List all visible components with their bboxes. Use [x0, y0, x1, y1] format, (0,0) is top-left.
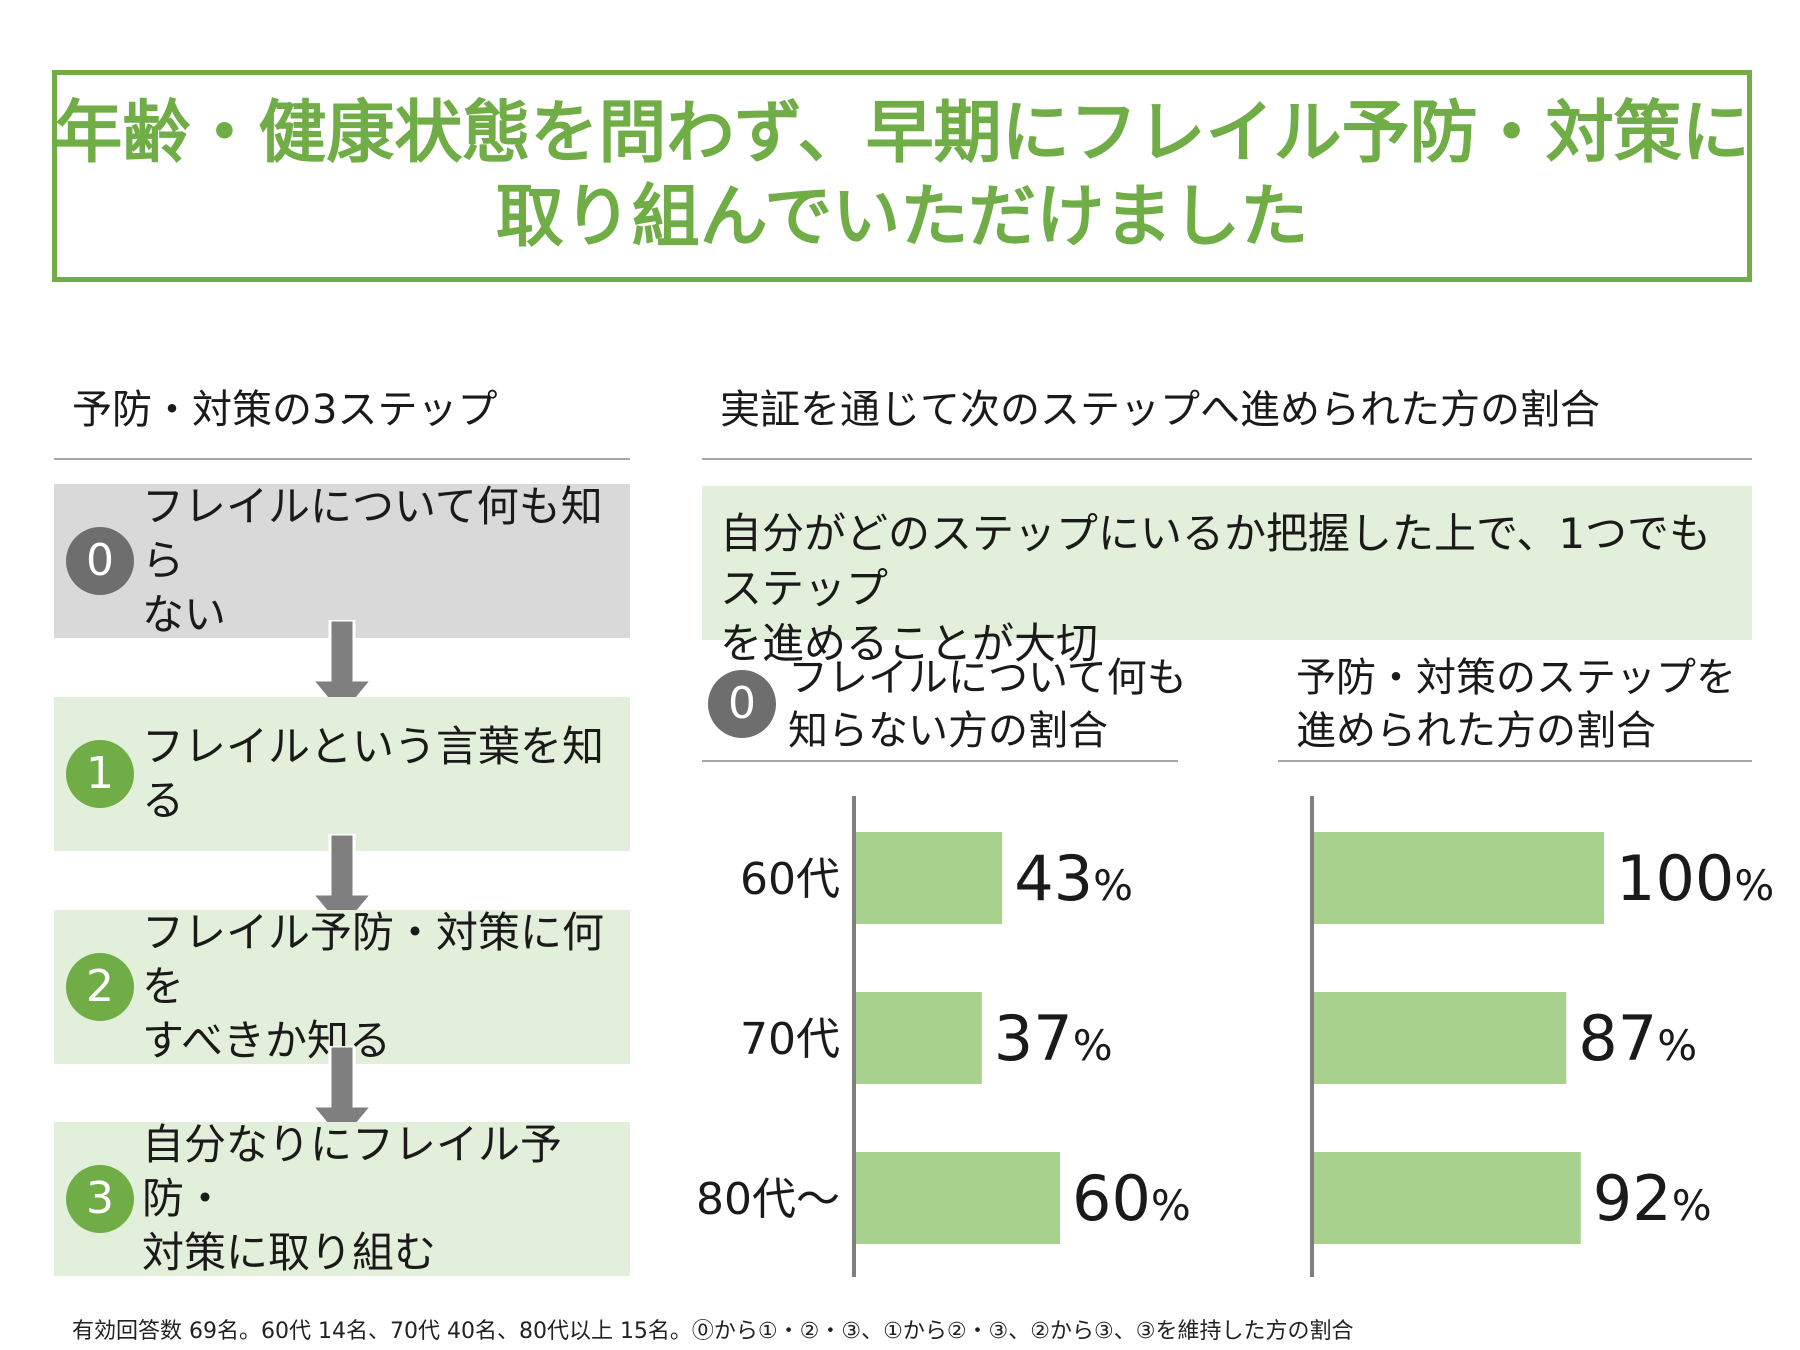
- chart-1-step-number: 0: [708, 670, 776, 738]
- chart-2-bar-1: [1314, 992, 1567, 1084]
- results-heading-rule: [702, 458, 1752, 460]
- step-3-number: 3: [66, 1165, 134, 1233]
- step-0-line-2: ない: [142, 590, 227, 639]
- headline-line-1: 年齢・健康状態を問わず、早期にフレイル予防・対策に: [54, 94, 1750, 173]
- chart-1-value-label-1: 37%: [994, 1002, 1113, 1075]
- steps-heading: 予防・対策の3ステップ: [72, 387, 498, 433]
- chart-2-title-line-1: 予防・対策のステップを: [1296, 655, 1736, 701]
- chart-1-category-label-1: 70代: [740, 1014, 840, 1065]
- step-0-box: 0 フレイルについて何も知ら ない: [54, 482, 630, 639]
- step-1-line-1: フレイルという言葉を知る: [142, 722, 605, 825]
- chart-1-bar-2: [856, 1152, 1060, 1244]
- chart-2-title-line-2: 進められた方の割合: [1296, 708, 1656, 754]
- chart-1-title-rule: [702, 760, 1178, 762]
- chart-1-category-label-0: 60代: [740, 854, 840, 905]
- step-3-text: 自分なりにフレイル予防・ 対策に取り組む: [142, 1118, 630, 1280]
- headline-box: 年齢・健康状態を問わず、早期にフレイル予防・対策に 取り組んでいただけました: [52, 70, 1752, 282]
- chart-1-bar-1: [856, 992, 982, 1084]
- chart-1-value-label-0: 43%: [1014, 842, 1133, 915]
- key-message-line-2: を進めることが大切: [720, 619, 1099, 668]
- steps-heading-rule: [54, 458, 630, 460]
- key-message-box: 自分がどのステップにいるか把握した上で、1つでもステップ を進めることが大切: [702, 486, 1752, 668]
- step-2-line-2: すべきか知る: [142, 1016, 392, 1065]
- chart-1-value-label-2: 60%: [1072, 1162, 1191, 1235]
- results-heading: 実証を通じて次のステップへ進められた方の割合: [720, 387, 1600, 433]
- chart-2-bar-2: [1314, 1152, 1581, 1244]
- chart-2-bar-0: [1314, 832, 1604, 924]
- step-1-text: フレイルという言葉を知る: [142, 720, 630, 828]
- step-2-text: フレイル予防・対策に何を すべきか知る: [142, 906, 630, 1068]
- chart-1-title-line-2: 知らない方の割合: [788, 708, 1108, 754]
- step-3-line-1: 自分なりにフレイル予防・: [142, 1120, 563, 1223]
- step-2-box: 2 フレイル予防・対策に何を すべきか知る: [54, 908, 630, 1065]
- chart-1-title-line-1: フレイルについて何も: [788, 655, 1187, 701]
- step-1-box: 1 フレイルという言葉を知る: [54, 697, 630, 851]
- chart-1-bar-0: [856, 832, 1003, 924]
- chart-2-value-label-2: 92%: [1593, 1162, 1712, 1235]
- chart-2-title-rule: [1278, 760, 1752, 762]
- step-0-number: 0: [66, 527, 134, 595]
- step-2-line-1: フレイル予防・対策に何を: [142, 908, 605, 1011]
- chart-2-value-label-1: 87%: [1578, 1002, 1697, 1075]
- step-3-box: 3 自分なりにフレイル予防・ 対策に取り組む: [54, 1120, 630, 1277]
- chart-1-svg: 60代 43% 70代 37% 80代～ 60%: [696, 796, 1191, 1277]
- key-message-line-1: 自分がどのステップにいるか把握した上で、1つでもステップ: [720, 509, 1712, 613]
- step-0-line-1: フレイルについて何も知ら: [142, 482, 603, 585]
- step-1-number: 1: [66, 740, 134, 808]
- footnote: 有効回答数 69名。60代 14名、70代 40名、80代以上 15名。⓪から①…: [72, 1319, 1354, 1344]
- step-0-text: フレイルについて何も知ら ない: [142, 480, 630, 642]
- step-3-line-2: 対策に取り組む: [142, 1228, 437, 1277]
- chart-2-title: 予防・対策のステップを 進められた方の割合: [1296, 652, 1736, 758]
- chart-2-svg: 100% 87% 92%: [1310, 796, 1774, 1277]
- chart-1-category-label-2: 80代～: [696, 1174, 840, 1225]
- chart-1-title: フレイルについて何も 知らない方の割合: [788, 652, 1187, 758]
- chart-2-value-label-0: 100%: [1616, 842, 1774, 915]
- headline-line-2: 取り組んでいただけました: [495, 178, 1309, 257]
- step-2-number: 2: [66, 953, 134, 1021]
